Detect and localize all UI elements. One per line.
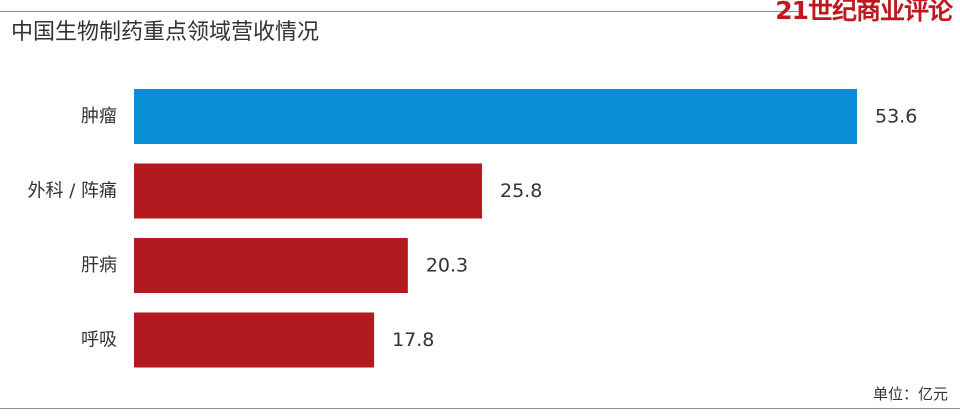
category-label: 肝病: [81, 255, 117, 276]
bar: [134, 89, 857, 144]
value-label: 25.8: [500, 180, 542, 202]
top-rule: [0, 11, 800, 12]
unit-label: 单位：亿元: [872, 385, 948, 403]
value-label: 53.6: [875, 106, 917, 128]
bar: [134, 163, 483, 219]
chart-title: 中国生物制药重点领域营收情况: [11, 20, 320, 45]
value-label: 20.3: [426, 255, 468, 277]
category-label: 肿瘤: [81, 106, 117, 127]
bar: [134, 238, 408, 293]
category-label: 外科 / 阵痛: [27, 181, 117, 202]
category-label: 呼吸: [81, 330, 117, 351]
brand-logo: 21世纪商业评论: [775, 0, 953, 25]
value-label: 17.8: [392, 329, 434, 351]
bar: [134, 312, 375, 368]
bottom-rule: [0, 408, 960, 409]
